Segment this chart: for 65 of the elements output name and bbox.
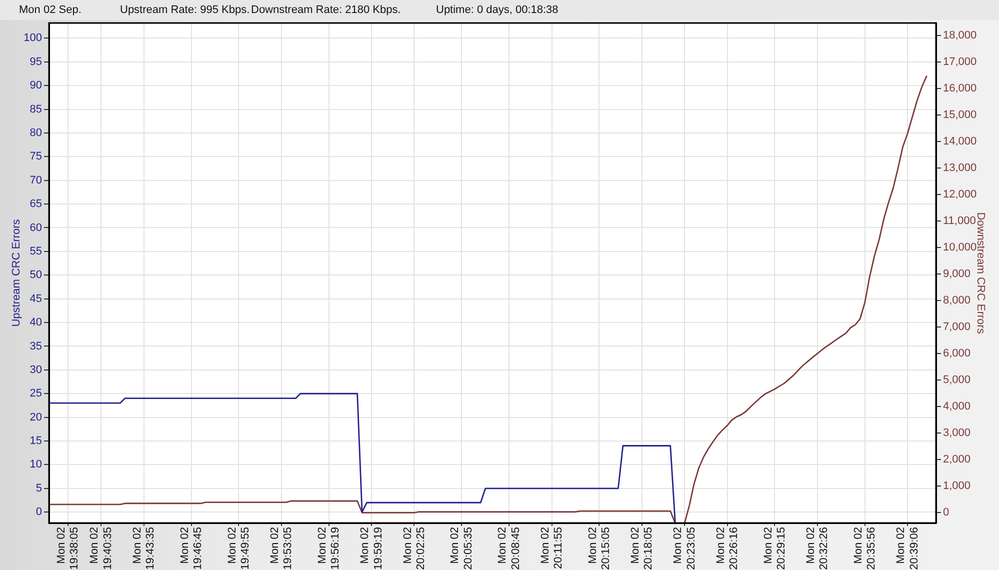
chart-title: Mon 02 Sep. [19,4,82,17]
x-tick-label: Mon 02 20:32:26 [804,527,830,570]
x-tick-label: Mon 02 19:46:45 [178,527,204,570]
y-tick-label: 55 [30,245,42,258]
y-tick-label: 50 [30,269,42,282]
y-tick-label: 80 [30,126,42,139]
y-tick-label: 90 [30,80,42,92]
x-tick-label: Mon 02 19:56:19 [316,527,342,570]
y-tick-label: 0 [36,506,42,518]
y2-tick-label: 11,000 [943,215,976,228]
y-tick-label: 60 [30,222,42,234]
x-tick-label: Mon 02 19:43:35 [131,527,157,570]
y2-tick-label: 4,000 [943,400,971,413]
y2-tick-label: 7,000 [943,321,971,334]
text: Upstream Rate: 995 Kbps. [120,4,250,17]
y-tick-label: 20 [30,411,42,424]
y2-tick-label: 1,000 [943,480,971,492]
y-tick-label: 65 [30,198,42,210]
x-tick-label: Mon 02 20:02:25 [402,527,427,570]
x-tick-label: Mon 02 20:26:16 [714,527,740,570]
x-tick-label: Mon 02 20:05:35 [449,527,474,570]
y-tick-label: 35 [30,340,42,352]
y2-tick-label: 16,000 [943,82,977,95]
y-tick-label: 70 [30,174,42,186]
x-tick-label: Mon 02 20:35:56 [852,527,878,570]
x-tick-label: Mon 02 20:15:05 [586,527,612,570]
x-tick-label: Mon 02 19:49:55 [226,527,252,570]
y-tick-label: 5 [36,482,42,494]
y2-tick-label: 14,000 [943,136,977,148]
y2-tick-label: 12,000 [943,188,977,201]
x-tick-label: Mon 02 20:29:15 [762,527,788,570]
y-tick-label: 15 [30,435,42,448]
x-tick-label: Mon 02 19:40:35 [88,527,114,570]
y2-tick-label: 3,000 [943,427,971,440]
x-tick-label: Mon 02 20:23:05 [672,527,698,570]
x-tick-label: Mon 02 19:38:05 [56,527,81,570]
y-tick-label: 95 [30,56,42,68]
y2-tick-label: 9,000 [943,268,971,280]
y-tick-label: 30 [30,364,42,376]
y2-tick-label: 5,000 [943,374,971,386]
x-tick-label: Mon 02 20:39:06 [895,527,920,570]
y2-tick-label: 15,000 [943,109,977,122]
y-tick-label: 100 [24,32,42,44]
y2-tick-label: 13,000 [943,162,977,174]
y-tick-label: 85 [30,103,42,116]
y2-tick-label: 2,000 [943,454,971,466]
y2-tick-label: 6,000 [943,348,971,360]
x-tick-label: Mon 02 20:18:05 [629,527,655,570]
y-tick-label: 75 [30,150,42,163]
y-tick-label: 10 [30,458,42,471]
text: Downstream Rate: 2180 Kbps. [251,4,401,17]
x-tick-label: Mon 02 20:08:45 [496,527,522,570]
y-tick-label: 45 [30,292,42,305]
x-tick-label: Mon 02 19:53:05 [268,527,294,570]
y2-tick-label: 18,000 [943,29,977,42]
text: Uptime: 0 days, 00:18:38 [436,4,558,17]
y2-tick-label: 8,000 [943,294,971,307]
x-tick-label: Mon 02 19:59:19 [359,527,384,570]
x-tick-label: Mon 02 20:11:55 [539,527,565,570]
y2-tick-label: 0 [943,506,950,519]
y2-tick-label: 17,000 [943,56,977,68]
y-tick-label: 40 [30,316,42,329]
y-tick-label: 25 [30,388,42,400]
y2-tick-label: 10,000 [943,242,977,254]
y-axis-title: Upstream CRC Errors [10,218,23,327]
